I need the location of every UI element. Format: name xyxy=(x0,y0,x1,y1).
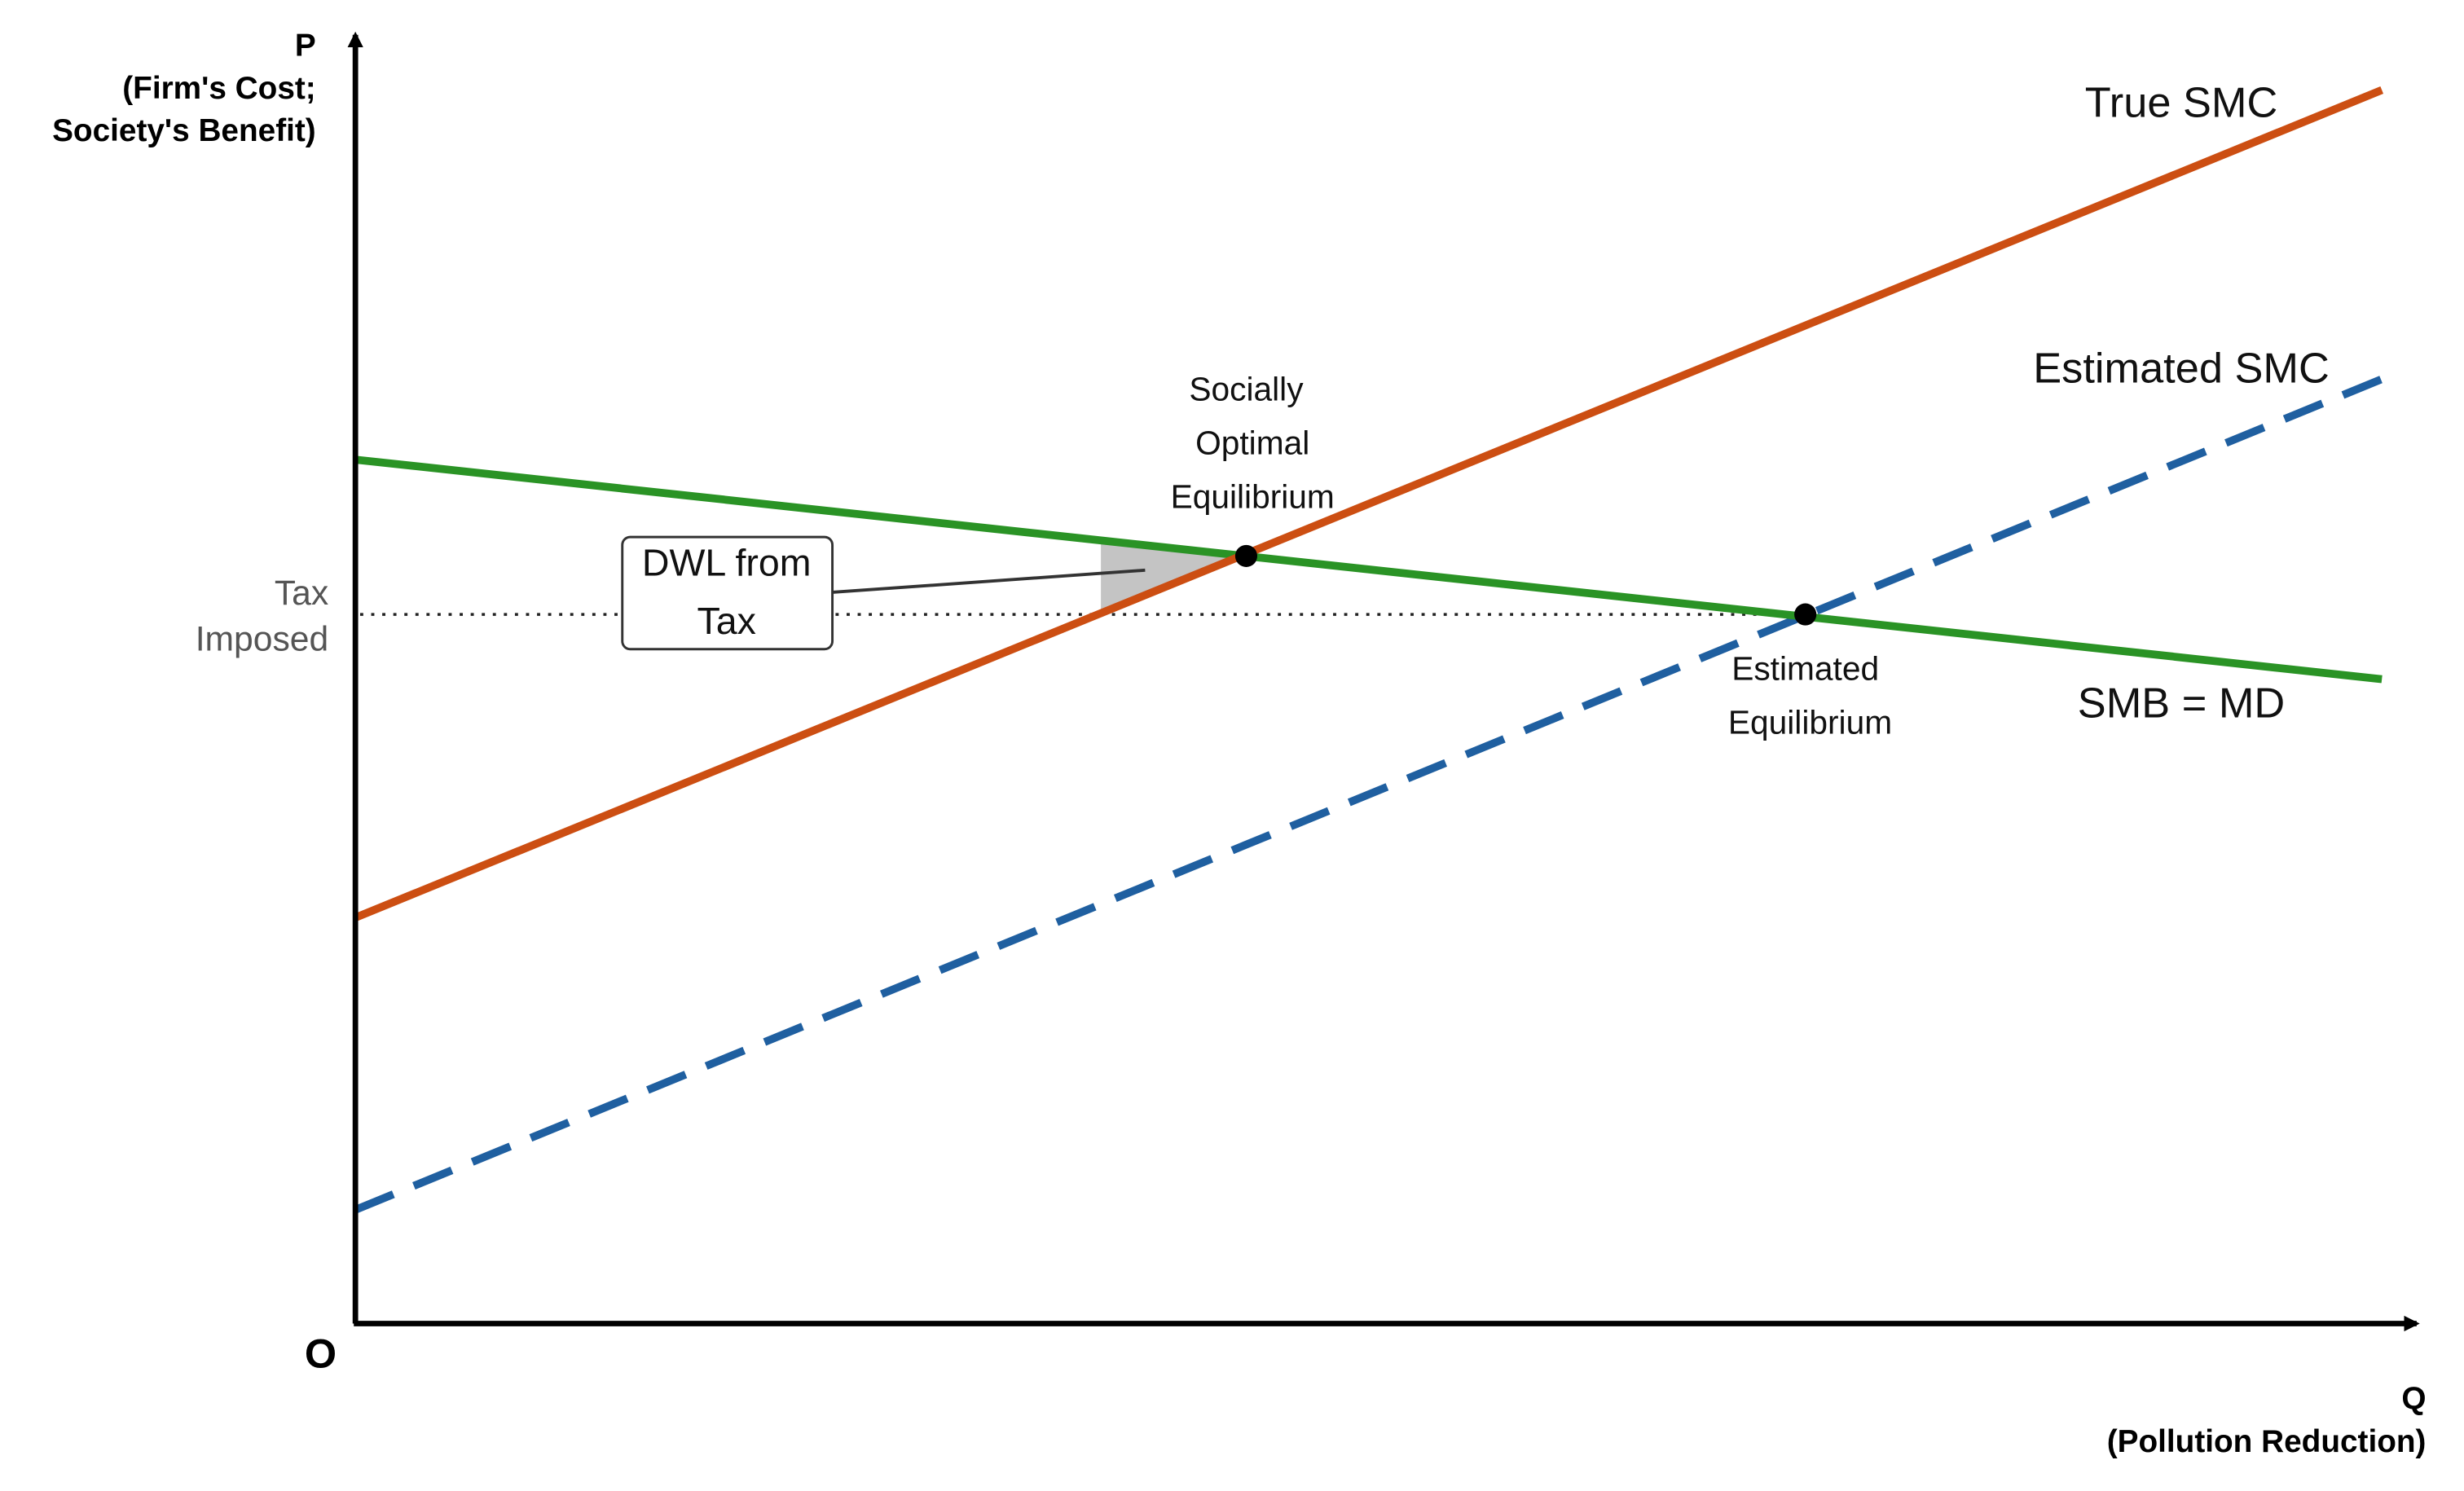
smb-label: SMB = MD xyxy=(2078,680,2285,727)
dwl-label: Tax xyxy=(697,600,755,642)
dwl-leader xyxy=(832,568,1146,594)
tax-label: Tax xyxy=(275,574,328,613)
dwl-box xyxy=(621,535,834,651)
tax-label: Imposed xyxy=(196,619,329,658)
y-axis-label: (Firm's Cost; xyxy=(122,71,315,106)
optimal-point xyxy=(1234,544,1258,567)
optimal-label: Optimal xyxy=(1195,424,1309,461)
optimal-label: Socially xyxy=(1189,371,1304,408)
true-smc-label: True SMC xyxy=(2085,80,2277,127)
estimated-smc-label: Estimated SMC xyxy=(2033,345,2330,392)
y-axis-label: Society's Benefit) xyxy=(52,113,316,148)
estimated-point xyxy=(1794,603,1817,626)
x-axis-label: Q xyxy=(2401,1382,2426,1417)
true-smc-line xyxy=(354,86,2384,921)
smb-line xyxy=(354,455,2383,684)
y-axis-label: P xyxy=(295,28,316,63)
estimated-label: Equilibrium xyxy=(1728,704,1892,741)
dwl-label: DWL from xyxy=(642,541,812,583)
optimal-label: Equilibrium xyxy=(1171,477,1335,515)
estimated-smc-line xyxy=(354,375,2384,1214)
x-axis-label: (Pollution Reduction) xyxy=(2107,1424,2427,1459)
origin-label: O xyxy=(305,1330,337,1376)
estimated-label: Estimated xyxy=(1731,650,1879,688)
